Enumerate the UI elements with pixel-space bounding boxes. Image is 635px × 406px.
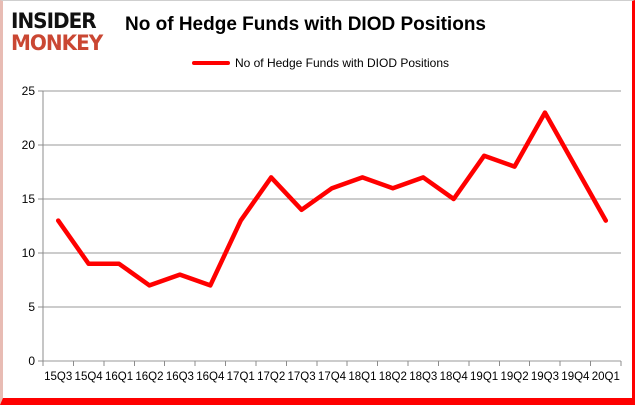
svg-text:15: 15 xyxy=(22,192,36,206)
svg-text:16Q3: 16Q3 xyxy=(166,371,194,383)
svg-text:18Q2: 18Q2 xyxy=(379,371,407,383)
legend-line-marker xyxy=(191,61,230,65)
chart-legend: No of Hedge Funds with DIOD Positions xyxy=(3,56,635,70)
page-title: No of Hedge Funds with DIOD Positions xyxy=(125,14,486,35)
svg-text:18Q4: 18Q4 xyxy=(440,371,469,383)
svg-text:17Q1: 17Q1 xyxy=(227,371,255,383)
svg-text:19Q4: 19Q4 xyxy=(561,371,590,383)
svg-text:16Q2: 16Q2 xyxy=(135,371,163,383)
svg-text:18Q1: 18Q1 xyxy=(348,371,376,383)
svg-text:15Q4: 15Q4 xyxy=(75,371,104,383)
svg-text:20: 20 xyxy=(22,138,36,152)
svg-text:19Q3: 19Q3 xyxy=(531,371,559,383)
svg-text:16Q4: 16Q4 xyxy=(196,371,225,383)
svg-text:25: 25 xyxy=(22,84,36,98)
svg-text:10: 10 xyxy=(22,246,36,260)
logo-text-monkey: MONKEY xyxy=(11,29,103,56)
svg-text:5: 5 xyxy=(28,300,35,314)
svg-text:17Q2: 17Q2 xyxy=(257,371,285,383)
svg-text:19Q2: 19Q2 xyxy=(500,371,528,383)
svg-text:17Q4: 17Q4 xyxy=(318,371,347,383)
svg-text:15Q3: 15Q3 xyxy=(44,371,72,383)
svg-text:20Q1: 20Q1 xyxy=(592,371,620,383)
insider-monkey-logo: INSIDER MONKEY xyxy=(11,7,103,56)
svg-text:19Q1: 19Q1 xyxy=(470,371,498,383)
svg-text:0: 0 xyxy=(28,354,35,368)
legend-label: No of Hedge Funds with DIOD Positions xyxy=(234,56,450,70)
svg-text:18Q3: 18Q3 xyxy=(409,371,437,383)
svg-text:17Q3: 17Q3 xyxy=(288,371,316,383)
svg-text:16Q1: 16Q1 xyxy=(105,371,133,383)
logo-text-insider: INSIDER xyxy=(11,7,97,34)
